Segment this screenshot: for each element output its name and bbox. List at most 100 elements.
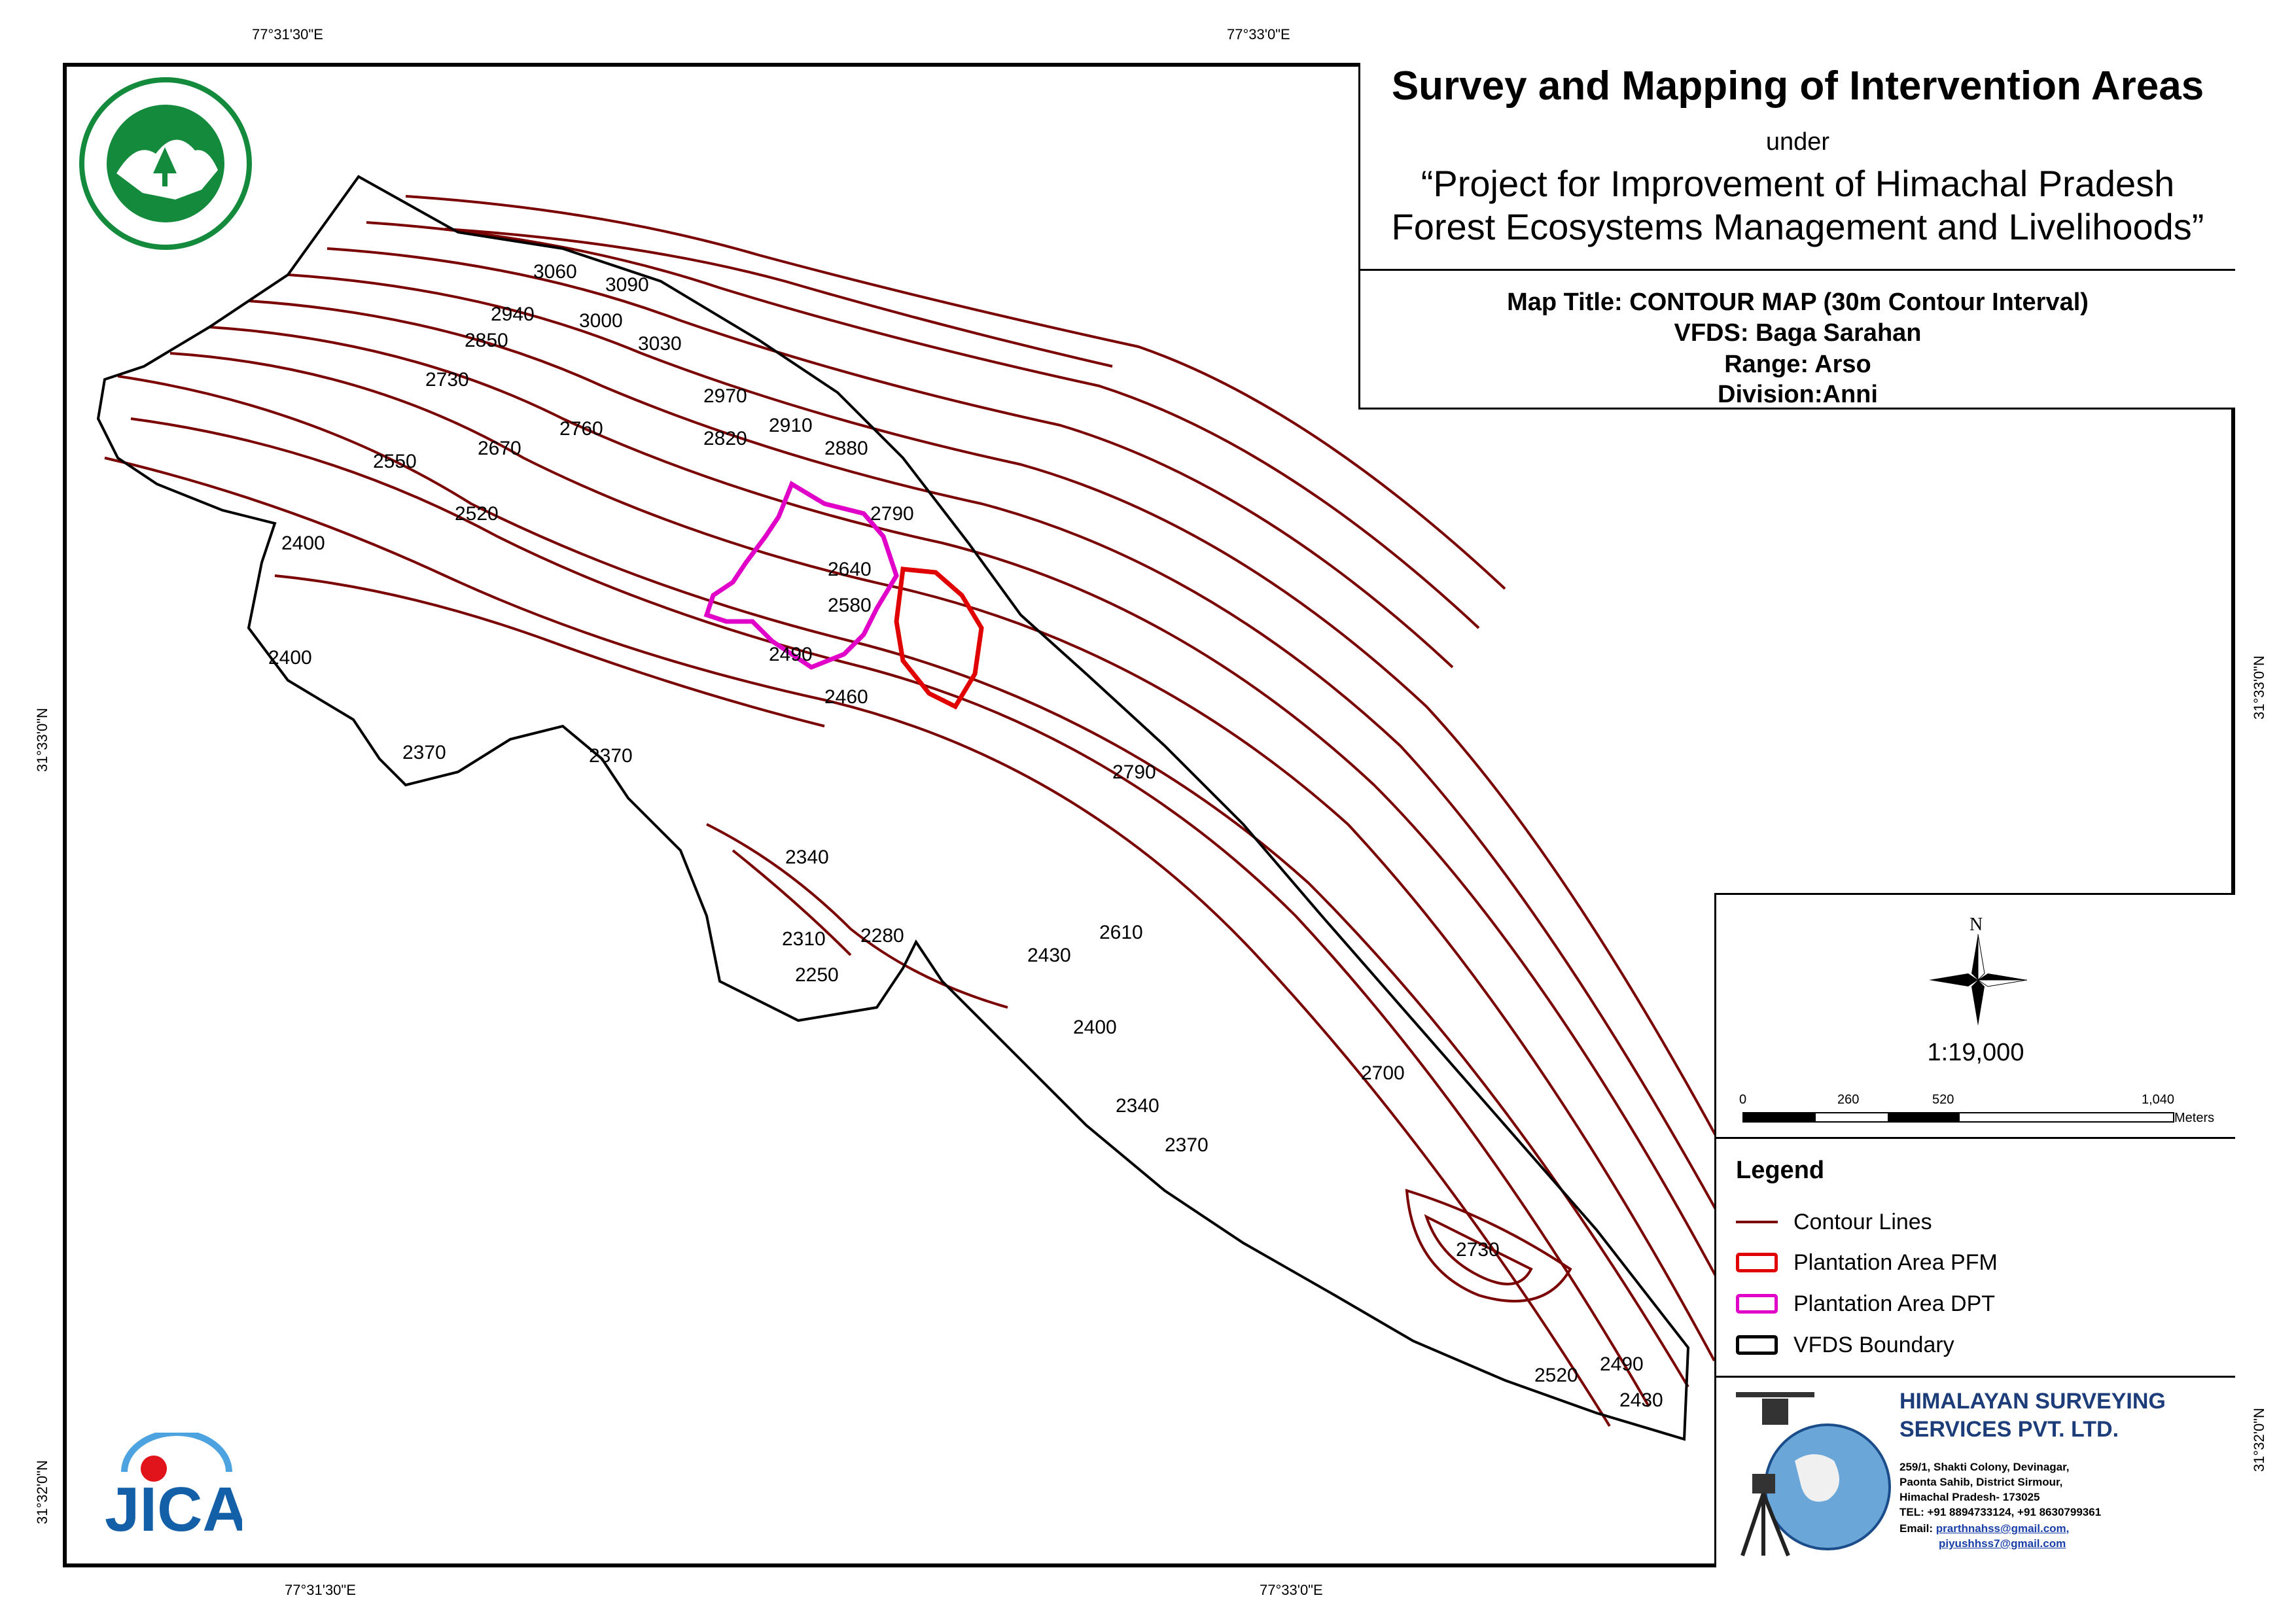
company-divider (1716, 1376, 2235, 1378)
company-logo (1729, 1389, 1899, 1559)
contour-labels: 3060 3090 2940 3000 3030 2850 2730 2970 … (268, 261, 1663, 1411)
contour-label: 2370 (589, 745, 633, 767)
contour-label: 2340 (785, 846, 829, 868)
vfds-name: VFDS: Baga Sarahan (1674, 319, 1922, 347)
company-email-row: Email: prarthnahss@gmail.com, (1899, 1522, 2069, 1535)
contour-label: 2790 (1112, 761, 1156, 783)
contour-label: 3030 (638, 333, 682, 355)
coord-bottom-right: 77°33'0"E (1260, 1582, 1323, 1598)
legend-label: Contour Lines (1793, 1209, 1932, 1234)
north-arrow: N (1929, 915, 2027, 1026)
title-block: Survey and Mapping of Intervention Areas… (1358, 63, 2235, 410)
contour-label: 2430 (1027, 945, 1071, 966)
coord-top-right: 77°33'0"E (1227, 26, 1290, 43)
company-name-line1: HIMALAYAN SURVEYING (1899, 1389, 2166, 1414)
contour-label: 2490 (769, 644, 813, 665)
contour-label: 2640 (828, 559, 872, 580)
legend-panel: N 1:19,000 0 260 520 1,040 Meters Legend… (1714, 893, 2235, 1567)
contour-label: 2400 (268, 647, 312, 669)
contour-label: 2250 (795, 964, 839, 986)
contour-label: 2940 (491, 304, 535, 325)
email-label: Email: (1899, 1522, 1934, 1535)
contour-label: 2730 (1456, 1239, 1500, 1261)
contour-label: 2910 (769, 415, 813, 436)
contour-label: 3000 (579, 310, 623, 332)
coord-top-left: 77°31'30"E (252, 26, 323, 43)
contour-label: 2430 (1619, 1389, 1663, 1411)
scale-tick: 1,040 (2142, 1092, 2175, 1107)
contour-label: 2310 (782, 928, 826, 950)
range-name: Range: Arso (1724, 351, 1871, 378)
contour-label: 2520 (1534, 1365, 1578, 1386)
main-title: Survey and Mapping of Intervention Areas (1391, 63, 2204, 109)
contour-label: 2670 (478, 438, 521, 459)
contour-label: 2580 (828, 595, 872, 616)
legend-label: Plantation Area DPT (1793, 1291, 1996, 1316)
contour-label: 2340 (1116, 1095, 1159, 1117)
legend-swatch (1736, 1294, 1778, 1314)
contour-label: 2970 (703, 385, 747, 407)
email-link-1[interactable]: prarthnahss@gmail.com, (1935, 1522, 2070, 1535)
jica-text: JICA (105, 1475, 242, 1544)
contour-label: 2730 (425, 369, 469, 391)
contour-label: 2490 (1600, 1353, 1644, 1375)
company-address2: Paonta Sahib, District Sirmour, (1899, 1476, 2063, 1488)
legend-swatch (1736, 1253, 1778, 1272)
legend-item-pfm: Plantation Area PFM (1736, 1249, 1998, 1276)
project-title-line2: Forest Ecosystems Management and Livelih… (1391, 206, 2204, 247)
legend-divider (1716, 1137, 2235, 1139)
contour-label: 2820 (703, 428, 747, 449)
email-link-2[interactable]: piyushhss7@gmail.com (1939, 1537, 2066, 1550)
legend-swatch (1736, 1221, 1778, 1223)
contour-label: 2880 (824, 438, 868, 459)
division-name: Division:Anni (1718, 381, 1878, 408)
contour-label: 2520 (455, 503, 499, 525)
contour-lines (104, 195, 1807, 1427)
company-tel: TEL: +91 8894733124, +91 8630799361 (1899, 1506, 2102, 1518)
coord-bottom-left: 77°31'30"E (285, 1582, 356, 1598)
company-address3: Himachal Pradesh- 173025 (1899, 1491, 2040, 1503)
company-name-line2: SERVICES PVT. LTD. (1899, 1417, 2119, 1442)
legend-swatch (1736, 1335, 1778, 1355)
legend-heading: Legend (1736, 1157, 1825, 1184)
contour-label: 2370 (1165, 1134, 1209, 1156)
legend-item-vfds: VFDS Boundary (1736, 1332, 1954, 1358)
map-frame (63, 63, 2235, 1567)
plantation-area-dpt (703, 480, 899, 670)
contour-label: 2610 (1099, 922, 1143, 943)
contour-label: 2700 (1361, 1062, 1405, 1084)
title-divider (1360, 269, 2235, 271)
legend-label: Plantation Area PFM (1793, 1249, 1998, 1275)
contour-label: 2790 (870, 503, 914, 525)
plantation-area-pfm (894, 567, 984, 710)
contour-label: 2280 (860, 925, 904, 947)
project-title-line1: “Project for Improvement of Himachal Pra… (1421, 163, 2175, 204)
contour-label: 2370 (402, 742, 446, 763)
scale-unit: Meters (2174, 1111, 2215, 1125)
company-address1: 259/1, Shakti Colony, Devinagar, (1899, 1461, 2070, 1473)
legend-label: VFDS Boundary (1793, 1332, 1954, 1357)
north-label: N (1969, 915, 1983, 935)
scale-tick: 260 (1837, 1092, 1860, 1107)
compass-icon (1929, 934, 2027, 1026)
contour-label: 2550 (373, 451, 417, 472)
contour-label: 2400 (281, 532, 325, 554)
legend-item-dpt: Plantation Area DPT (1736, 1291, 1995, 1317)
scale-tick: 0 (1739, 1092, 1747, 1107)
scale-bar: 0 260 520 1,040 Meters (1739, 1092, 2214, 1132)
legend-item-contour: Contour Lines (1736, 1209, 1932, 1235)
jica-logo: JICA (98, 1429, 248, 1544)
title-under: under (1765, 128, 1830, 156)
contour-label: 2850 (465, 330, 508, 351)
forest-department-logo (77, 75, 254, 252)
map-title: Map Title: CONTOUR MAP (30m Contour Inte… (1507, 288, 2089, 316)
contour-label: 3060 (533, 261, 577, 283)
contour-label: 2760 (559, 418, 603, 440)
scale-tick: 520 (1932, 1092, 1954, 1107)
contour-label: 2460 (824, 686, 868, 708)
vfds-boundary (96, 175, 1690, 1441)
scale-ratio: 1:19,000 (1927, 1039, 2024, 1066)
contour-label: 3090 (605, 274, 649, 296)
contour-label: 2400 (1073, 1017, 1117, 1038)
